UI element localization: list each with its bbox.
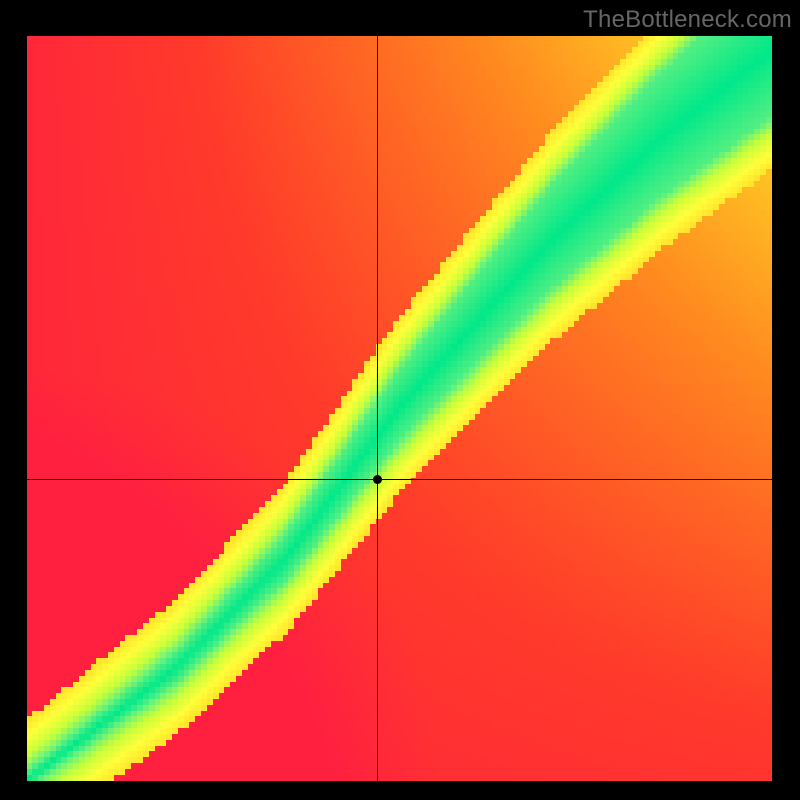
crosshair-horizontal	[27, 479, 772, 480]
marker-dot	[373, 475, 382, 484]
crosshair-vertical	[377, 36, 378, 781]
chart-container: TheBottleneck.com	[0, 0, 800, 800]
watermark-text: TheBottleneck.com	[583, 6, 792, 34]
heatmap-canvas	[27, 36, 772, 781]
